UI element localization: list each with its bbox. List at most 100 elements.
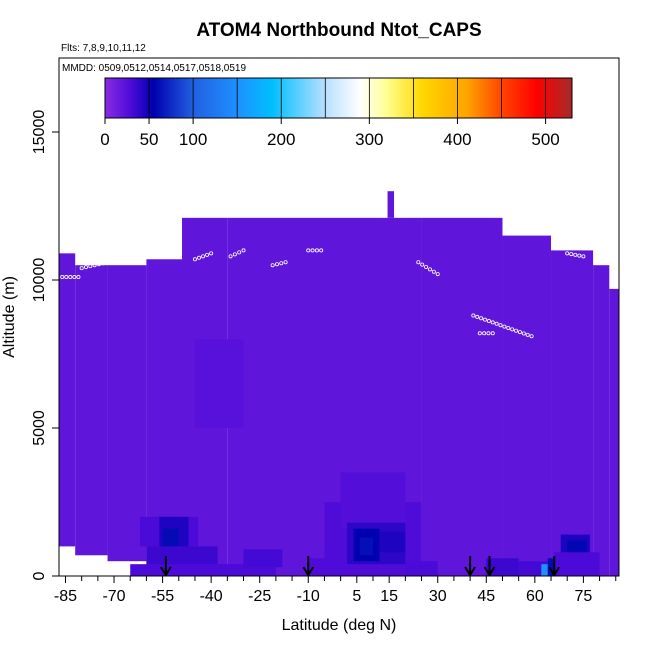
colorbar-tick-label: 100 bbox=[179, 130, 207, 149]
flight-track-point bbox=[510, 327, 515, 332]
flight-tracks bbox=[60, 239, 599, 339]
x-tick-label: -55 bbox=[151, 588, 174, 605]
flight-track-point bbox=[586, 244, 591, 249]
x-tick-label: 5 bbox=[352, 588, 361, 605]
flight-track-point bbox=[124, 239, 129, 244]
colorbar-tick-label: 500 bbox=[531, 130, 559, 149]
flight-track-point bbox=[502, 324, 507, 329]
flight-track-point bbox=[583, 243, 588, 248]
flight-track-point bbox=[594, 245, 599, 250]
flight-track-point bbox=[506, 325, 511, 330]
flight-track-point bbox=[477, 331, 482, 336]
flight-track-point bbox=[205, 252, 210, 257]
flight-track-point bbox=[490, 331, 495, 336]
flight-track-point bbox=[314, 248, 319, 253]
flight-track-point bbox=[416, 260, 421, 265]
dates-note: MMDD: 0509,0512,0514,0517,0518,0519 bbox=[62, 63, 246, 74]
flight-track-point bbox=[494, 321, 499, 326]
flight-track-point bbox=[319, 248, 324, 253]
flight-track-point bbox=[196, 255, 201, 260]
flight-track-point bbox=[76, 275, 81, 280]
flight-track-point bbox=[581, 254, 586, 259]
flight-track-point bbox=[577, 253, 582, 258]
heatmap-cell bbox=[554, 552, 600, 576]
flight-track-point bbox=[209, 251, 214, 256]
flight-track-point bbox=[241, 248, 246, 253]
heatmap-cell bbox=[340, 472, 406, 529]
colorbar-tick-label: 50 bbox=[140, 130, 159, 149]
y-tick-label: 10000 bbox=[31, 258, 48, 303]
flight-track-point bbox=[479, 316, 484, 321]
profile-arrow bbox=[548, 556, 561, 576]
flight-track-point bbox=[201, 254, 206, 259]
flight-track-point bbox=[237, 250, 242, 255]
flight-track-point bbox=[471, 313, 476, 318]
heatmap-cell bbox=[567, 540, 587, 553]
y-axis: 0 5000 10000 15000 bbox=[31, 110, 59, 580]
colorbar-dividers bbox=[148, 78, 546, 118]
coverage-block bbox=[502, 235, 552, 576]
heatmap-cell bbox=[130, 564, 276, 576]
heatmap-cell bbox=[379, 531, 406, 553]
colorbar-tick-label: 400 bbox=[443, 130, 471, 149]
flight-track-point bbox=[192, 257, 197, 262]
flight-track-point bbox=[92, 263, 97, 268]
colorbar-tick-label: 0 bbox=[100, 130, 109, 149]
flight-track-point bbox=[565, 251, 570, 256]
heatmap-cell bbox=[243, 549, 283, 568]
colorbar-gradient bbox=[105, 78, 572, 118]
coverage-block bbox=[593, 265, 610, 576]
flight-track-point bbox=[575, 242, 580, 247]
flight-track-point bbox=[482, 317, 487, 322]
x-tick-label: -85 bbox=[54, 588, 77, 605]
flight-track-point bbox=[96, 262, 101, 267]
colorbar-ticks: 0 50 100 200 300 400 500 bbox=[100, 118, 560, 149]
flight-track-point bbox=[274, 262, 279, 267]
profile-arrow bbox=[483, 556, 496, 576]
profile-arrows bbox=[159, 556, 561, 576]
heatmap-cell bbox=[162, 528, 179, 547]
flight-track-point bbox=[132, 241, 137, 246]
chart-title: ATOM4 Northbound Ntot_CAPS bbox=[196, 20, 481, 41]
profile-arrow bbox=[302, 556, 315, 576]
flight-track-point bbox=[529, 334, 534, 339]
heatmap-cell bbox=[194, 339, 244, 428]
heatmap-layer bbox=[59, 191, 619, 576]
flight-track-point bbox=[136, 243, 141, 248]
x-tick-label: 45 bbox=[477, 588, 495, 605]
coverage-block bbox=[609, 288, 619, 576]
flight-track-point bbox=[101, 261, 106, 266]
flight-track-point bbox=[72, 275, 77, 280]
y-axis-label: Altitude (m) bbox=[1, 276, 18, 358]
coverage-block bbox=[387, 191, 395, 218]
flight-track-point bbox=[498, 323, 503, 328]
colorbar-tick-label: 300 bbox=[355, 130, 383, 149]
flight-track-point bbox=[88, 264, 93, 269]
x-axis: -85 -70 -55 -40 -25 -10 5 15 30 45 60 75 bbox=[54, 576, 617, 605]
flight-track-point bbox=[79, 266, 84, 271]
x-axis-label: Latitude (deg N) bbox=[282, 617, 397, 634]
flight-track-point bbox=[140, 244, 145, 249]
flight-track-point bbox=[475, 314, 480, 319]
flight-track-point bbox=[427, 267, 432, 272]
heatmap-cell bbox=[360, 537, 373, 556]
coverage-block bbox=[59, 253, 76, 547]
flight-track-point bbox=[490, 320, 495, 325]
flight-track-point bbox=[270, 263, 275, 268]
flight-track-point bbox=[486, 331, 491, 336]
flight-track-point bbox=[521, 331, 526, 336]
coverage-block bbox=[107, 265, 147, 562]
flight-track-point bbox=[579, 243, 584, 248]
flight-track-point bbox=[60, 275, 65, 280]
heatmap-cells bbox=[130, 339, 600, 576]
flight-track-point bbox=[435, 272, 440, 277]
flight-track-point bbox=[232, 252, 237, 257]
heatmap-cell bbox=[486, 558, 519, 576]
flight-track-point bbox=[482, 331, 487, 336]
coverage-block bbox=[421, 217, 503, 576]
colorbar: 0 50 100 200 300 400 500 bbox=[100, 77, 573, 149]
flight-track-point bbox=[431, 269, 436, 274]
x-tick-label: -40 bbox=[200, 588, 223, 605]
profile-arrow bbox=[464, 556, 476, 576]
